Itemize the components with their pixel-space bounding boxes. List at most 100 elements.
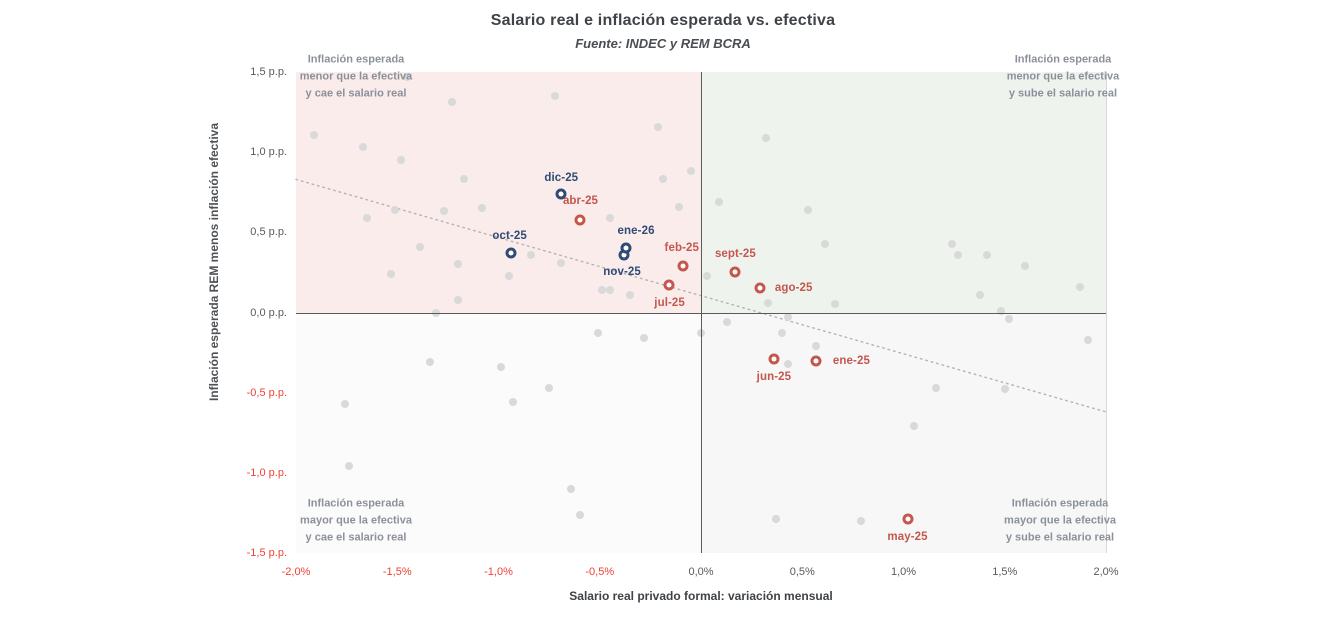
- x-tick-label: -1,5%: [382, 566, 412, 578]
- background-data-point: [310, 130, 319, 139]
- point-label-may-25: may-25: [887, 531, 928, 544]
- background-data-point: [454, 260, 462, 269]
- background-data-point: [391, 205, 400, 214]
- background-data-point: [931, 383, 940, 392]
- annotation-line: menor que la efectiva: [299, 70, 413, 83]
- point-label-ene-25: ene-25: [832, 354, 870, 367]
- labeled-point-may-25: [902, 513, 914, 525]
- background-data-point: [597, 286, 606, 295]
- annotation-line: y cae el salario real: [305, 531, 407, 544]
- background-data-point: [508, 398, 517, 407]
- background-data-point: [778, 329, 786, 338]
- background-data-point: [856, 516, 865, 525]
- background-data-point: [686, 167, 695, 176]
- background-data-point: [526, 250, 535, 259]
- background-data-point: [593, 329, 602, 338]
- background-data-point: [982, 250, 991, 259]
- chart-title: Salario real e inflación esperada vs. ef…: [490, 12, 836, 29]
- x-axis-title: Salario real privado formal: variación m…: [569, 589, 833, 603]
- background-data-point: [674, 202, 683, 211]
- chart-subtitle: Fuente: INDEC y REM BCRA: [575, 36, 751, 51]
- labeled-point-oct-25: [505, 247, 517, 259]
- point-label-oct-25: oct-25: [492, 230, 527, 243]
- background-data-point: [557, 258, 566, 267]
- background-data-point: [551, 92, 560, 101]
- x-tick-label: 1,0%: [890, 566, 917, 578]
- labeled-point-ago-25: [754, 282, 766, 294]
- labeled-point-dic-25: [555, 188, 567, 200]
- point-label-jun-25: jun-25: [756, 370, 792, 383]
- background-data-point: [478, 204, 487, 213]
- point-label-ago-25: ago-25: [774, 282, 813, 295]
- y-tick-label: 0,5 p.p.: [250, 226, 287, 239]
- x-tick-label: -1,0%: [484, 566, 513, 578]
- background-data-point: [415, 242, 424, 251]
- background-data-point: [1083, 335, 1092, 344]
- background-data-point: [626, 290, 635, 299]
- point-label-nov-25: nov-25: [603, 265, 641, 278]
- background-data-point: [425, 358, 434, 367]
- point-label-feb-25: feb-25: [664, 242, 700, 254]
- background-data-point: [358, 143, 367, 152]
- background-data-point: [1000, 385, 1009, 394]
- background-data-point: [397, 156, 406, 165]
- y-tick-label: 1,0 p.p.: [250, 146, 287, 159]
- background-data-point: [723, 318, 732, 327]
- background-data-point: [439, 207, 448, 216]
- background-data-point: [763, 298, 772, 307]
- background-data-point: [784, 313, 793, 322]
- point-label-abr-25: abr-25: [562, 194, 599, 207]
- background-data-point: [1021, 262, 1029, 270]
- quadrant-annotation-bottom-right: Inflación esperada mayor que la efectiva y…: [1004, 496, 1116, 547]
- labeled-point-abr-25: [574, 214, 585, 225]
- labeled-point-jul-25: [663, 279, 675, 291]
- background-data-point: [954, 250, 963, 259]
- background-data-point: [996, 306, 1005, 315]
- annotation-line: mayor que la efectiva: [1004, 514, 1116, 527]
- background-data-point: [654, 122, 663, 131]
- annotation-line: menor que la efectiva: [1006, 70, 1120, 83]
- background-data-point: [820, 239, 829, 248]
- background-data-point: [640, 334, 649, 343]
- background-data-point: [658, 175, 667, 184]
- background-data-point: [948, 239, 957, 248]
- y-tick-label: -1,5 p.p.: [246, 547, 287, 559]
- plot-right-border: [1106, 72, 1107, 553]
- x-zero-axis-line: [296, 312, 1106, 314]
- x-tick-label: 1,5%: [992, 566, 1018, 578]
- x-tick-label: 0,5%: [789, 566, 815, 578]
- quadrant-annotation-top-right: Inflación esperada menor que la efectiva y…: [1007, 52, 1120, 103]
- y-tick-label: 0,0 p.p.: [250, 306, 287, 319]
- background-data-point: [567, 484, 576, 493]
- x-tick-label: -2,0%: [281, 566, 311, 578]
- background-data-point: [340, 399, 349, 408]
- quadrant-annotation-bottom-left: Inflación esperada mayor que la efectiva y…: [300, 496, 412, 547]
- annotation-line: Inflación esperada: [1014, 53, 1112, 66]
- annotation-line: mayor que la efectiva: [300, 514, 412, 527]
- point-label-dic-25: dic-25: [544, 171, 579, 184]
- background-data-point: [771, 515, 780, 524]
- background-data-point: [784, 359, 793, 368]
- labeled-point-feb-25: [677, 260, 689, 272]
- x-tick-label: 0,0%: [688, 566, 714, 578]
- labeled-point-ene-26: [620, 242, 632, 254]
- labeled-point-jun-25: [768, 353, 780, 365]
- background-data-point: [545, 383, 554, 392]
- background-data-point: [830, 300, 839, 309]
- labeled-point-sept-25: [729, 266, 741, 278]
- background-data-point: [496, 363, 505, 371]
- labeled-point-ene-25: [810, 355, 822, 367]
- x-tick-label: -0,5%: [585, 566, 615, 578]
- background-data-point: [504, 271, 513, 280]
- background-data-point: [761, 133, 770, 142]
- background-data-point: [976, 290, 985, 299]
- y-tick-label: 1,5 p.p.: [250, 66, 287, 78]
- background-data-point: [605, 213, 614, 222]
- background-data-point: [1075, 282, 1084, 291]
- background-data-point: [447, 98, 456, 107]
- background-data-point: [575, 510, 584, 519]
- annotation-line: y sube el salario real: [1005, 531, 1115, 544]
- x-tick-label: 2,0%: [1093, 566, 1119, 578]
- background-data-point: [1004, 314, 1013, 323]
